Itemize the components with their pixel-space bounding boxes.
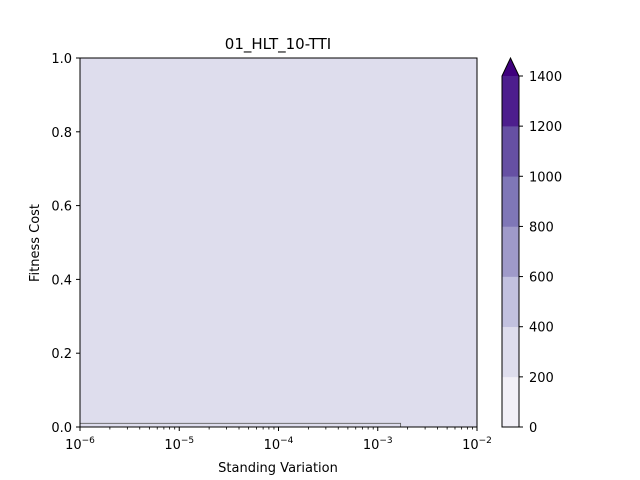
colorbar-segment xyxy=(502,326,519,378)
colorbar-frame xyxy=(501,56,520,428)
colorbar-tick-label: 1000 xyxy=(529,170,562,185)
colorbar-segment xyxy=(502,126,519,177)
chart-title: 01_HLT_10-TTI xyxy=(225,35,331,54)
colorbar: 0 200 400 600 800 1000 1200 1400 xyxy=(501,56,562,436)
x-tick-label: 10−4 xyxy=(264,436,294,453)
contour-region xyxy=(80,58,477,427)
colorbar-segment xyxy=(502,376,519,428)
y-tick-label: 1.0 xyxy=(51,52,72,67)
y-axis: 0.0 0.2 0.4 0.6 0.8 1.0 xyxy=(51,52,80,436)
y-tick-label: 0.2 xyxy=(51,347,72,362)
colorbar-tick-label: 800 xyxy=(529,220,554,235)
x-tick-label: 10−2 xyxy=(462,436,492,453)
colorbar-tick-label: 600 xyxy=(529,271,554,286)
x-tick-label: 10−5 xyxy=(164,436,194,453)
x-tick-label: 10−6 xyxy=(65,436,95,453)
colorbar-segment xyxy=(502,276,519,328)
x-tick-label: 10−3 xyxy=(363,436,393,453)
y-tick-label: 0.6 xyxy=(51,200,72,215)
colorbar-tick-label: 0 xyxy=(529,421,537,436)
y-axis-label: Fitness Cost xyxy=(28,204,43,282)
colorbar-tick-label: 400 xyxy=(529,321,554,336)
contour-region xyxy=(79,422,402,428)
plot-area xyxy=(79,57,478,428)
colorbar-segment xyxy=(502,226,519,277)
colorbar-segment xyxy=(502,76,519,127)
colorbar-segment xyxy=(502,176,519,227)
y-tick-label: 0.4 xyxy=(51,273,72,288)
x-axis-label: Standing Variation xyxy=(218,461,338,476)
colorbar-tick-label: 200 xyxy=(529,371,554,386)
y-tick-label: 0.8 xyxy=(51,126,72,141)
y-tick-label: 0.0 xyxy=(51,421,72,436)
colorbar-tick-label: 1400 xyxy=(529,70,562,85)
colorbar-tick-label: 1200 xyxy=(529,120,562,135)
colorbar-extend-arrow xyxy=(502,58,519,76)
x-axis: 10−6 10−5 10−4 10−3 10−2 xyxy=(65,427,492,453)
